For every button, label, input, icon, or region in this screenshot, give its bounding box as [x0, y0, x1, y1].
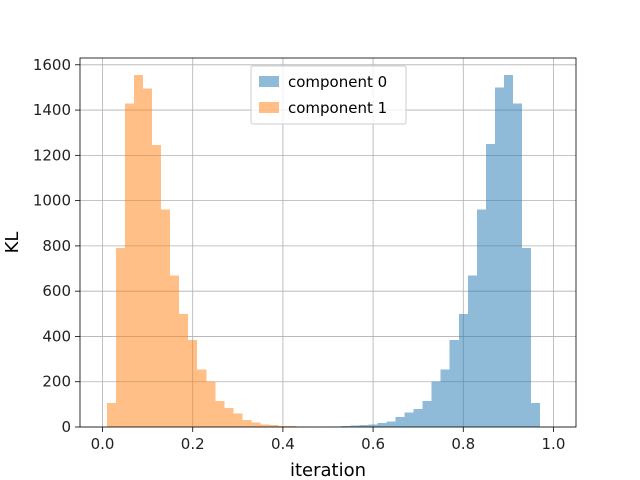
bar-series-0-bin-5	[368, 424, 378, 427]
bar-series-0-bin-3	[350, 425, 360, 427]
x-tick-label: 0.2	[181, 435, 205, 453]
bar-series-0-bin-15	[458, 313, 468, 427]
bar-series-0-bin-20	[503, 74, 513, 428]
bar-series-1-bin-4	[143, 88, 153, 428]
x-axis-label: iteration	[290, 460, 366, 480]
bar-series-0-bin-23	[530, 403, 540, 427]
y-tick-label: 400	[42, 327, 71, 345]
y-tick-label: 600	[42, 282, 71, 300]
bar-series-1-bin-0	[107, 403, 117, 427]
legend-swatch-component-0	[259, 76, 279, 87]
bar-series-0-bin-11	[422, 400, 432, 427]
bar-series-1-bin-3	[134, 74, 144, 428]
bars	[107, 74, 540, 428]
y-tick-label: 1200	[33, 146, 71, 164]
bar-series-1-bin-6	[161, 209, 171, 427]
bar-series-0-bin-19	[494, 87, 504, 428]
bar-series-1-bin-9	[188, 339, 198, 427]
legend: component 0 component 1	[250, 65, 407, 125]
axis-ticks: 0.0 0.2 0.4 0.6 0.8 1.0 0 200 400 600 800 1000 1200 1…	[33, 56, 566, 453]
bar-series-1-bin-10	[197, 369, 207, 427]
bar-series-0-bin-2	[341, 426, 351, 427]
x-tick-label: 1.0	[542, 435, 566, 453]
x-tick-label: 0.0	[91, 435, 115, 453]
legend-label-component-0: component 0	[288, 73, 387, 91]
y-tick-label: 1600	[33, 56, 71, 74]
plot-frame	[79, 57, 577, 428]
bar-series-0-bin-6	[377, 422, 387, 427]
bar-series-0-bin-12	[431, 381, 441, 427]
bar-series-1-bin-7	[170, 275, 180, 427]
y-tick-label: 800	[42, 237, 71, 255]
bar-series-1-bin-11	[206, 381, 216, 427]
bar-series-0-bin-7	[386, 421, 396, 427]
bar-series-1-bin-19	[278, 425, 288, 427]
bar-series-1-bin-20	[287, 426, 297, 427]
y-tick-label: 1000	[33, 192, 71, 210]
bar-series-0-bin-14	[449, 339, 459, 427]
bar-series-0-bin-4	[359, 424, 369, 427]
bar-series-1-bin-1	[116, 248, 126, 427]
y-tick-label: 0	[61, 418, 71, 436]
bar-series-1-bin-13	[224, 407, 234, 427]
legend-label-component-1: component 1	[288, 99, 387, 117]
x-tick-label: 0.6	[361, 435, 385, 453]
bar-series-1-bin-17	[260, 424, 270, 427]
y-tick-label: 1400	[33, 101, 71, 119]
bar-series-1-bin-2	[125, 103, 135, 428]
bar-series-1-bin-18	[269, 425, 279, 427]
bar-series-1-bin-16	[251, 422, 261, 427]
legend-box	[250, 65, 407, 125]
legend-swatch-component-1	[259, 102, 279, 113]
bar-series-1-bin-14	[233, 413, 243, 427]
y-axis-label: KL	[2, 232, 23, 254]
bar-series-0-bin-10	[413, 408, 423, 427]
bar-series-0-bin-9	[404, 412, 414, 427]
bar-series-0-bin-8	[395, 416, 405, 427]
bar-series-1-bin-15	[242, 420, 252, 427]
bar-series-1-bin-5	[152, 145, 162, 428]
x-tick-label: 0.8	[451, 435, 475, 453]
bar-series-0-bin-22	[521, 248, 531, 427]
bar-series-1-bin-8	[179, 313, 189, 427]
bar-series-1-bin-12	[215, 400, 225, 427]
bar-series-0-bin-21	[512, 103, 522, 428]
x-tick-label: 0.4	[271, 435, 295, 453]
y-tick-label: 200	[42, 373, 71, 391]
bar-series-0-bin-18	[485, 144, 495, 427]
bar-series-0-bin-17	[476, 209, 486, 427]
bar-series-0-bin-16	[467, 275, 477, 427]
bar-series-0-bin-13	[440, 369, 450, 427]
